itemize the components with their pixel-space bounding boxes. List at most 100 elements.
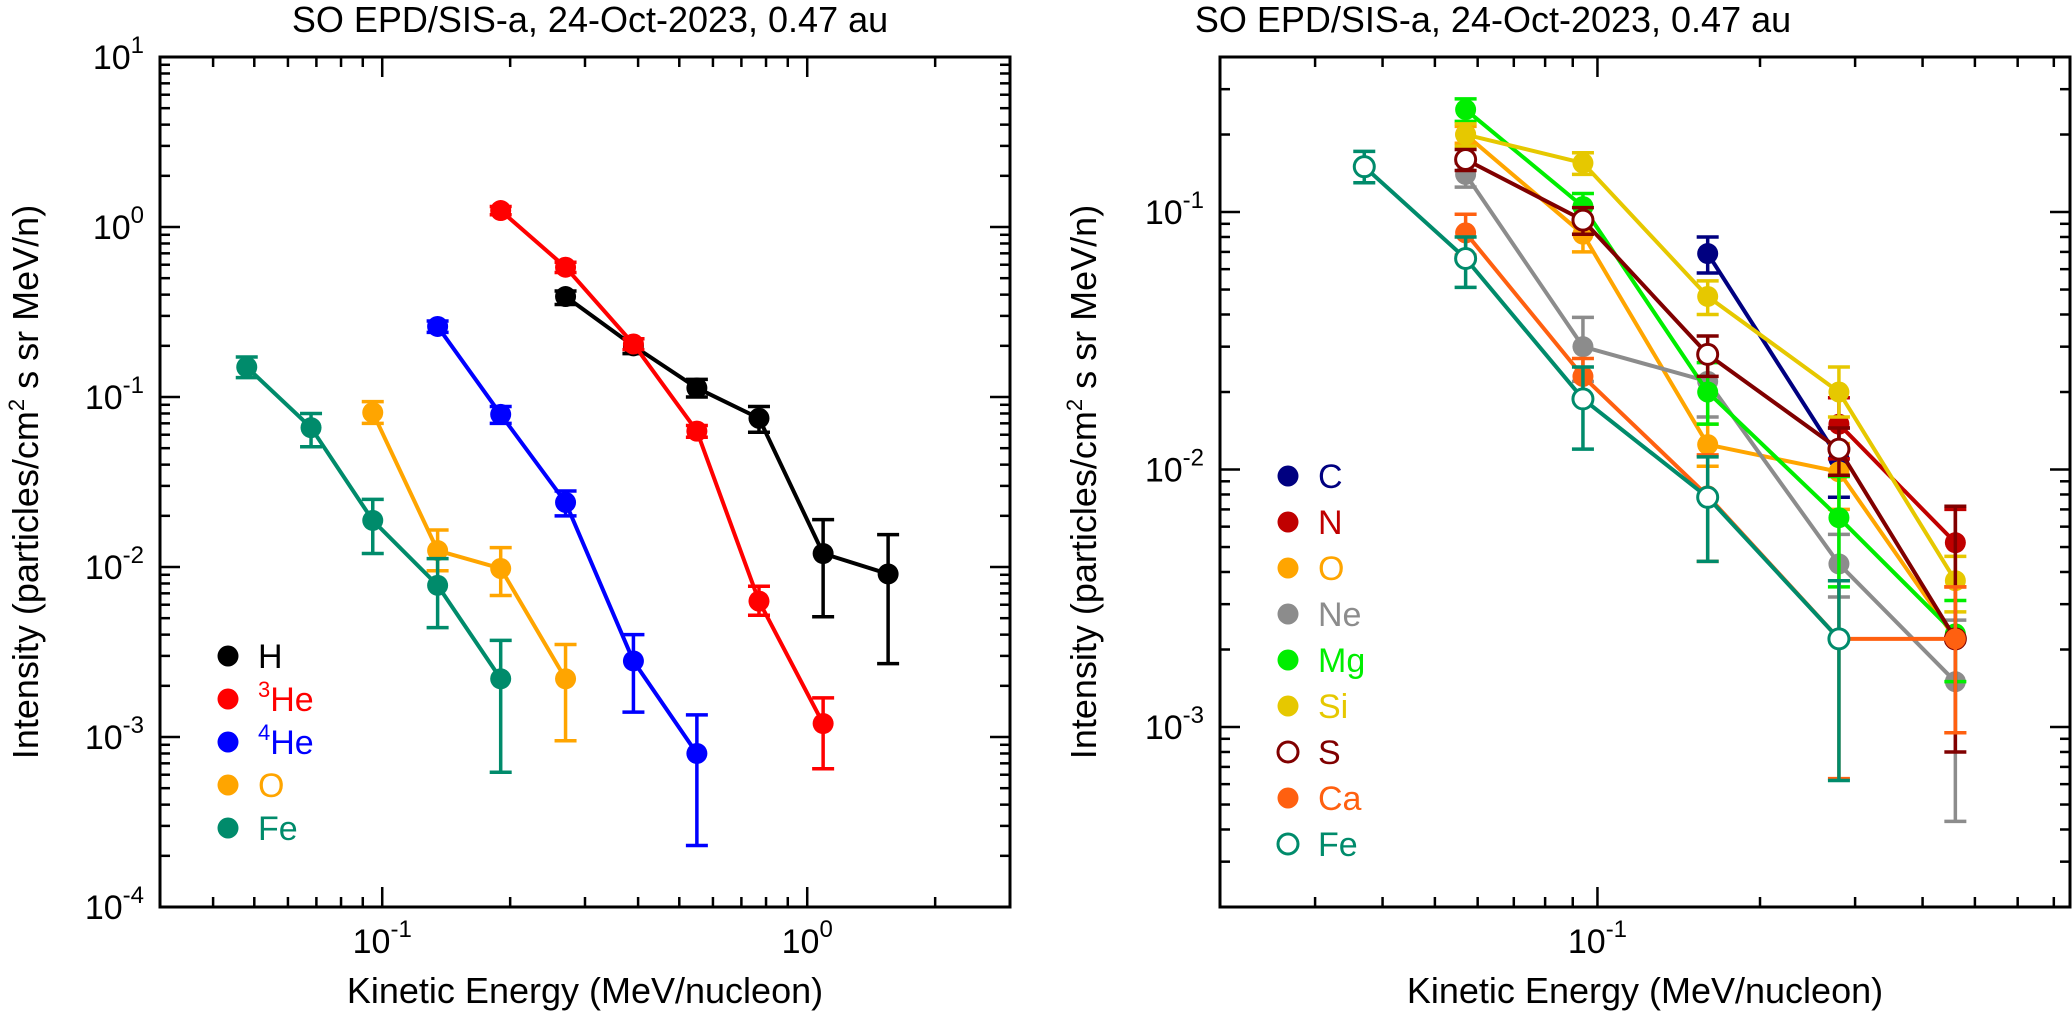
right-ticks: 10-1 10-3 10-2 10-1 (1145, 55, 2070, 961)
right-legend-item: Mg (1277, 642, 1365, 680)
left-legend-marker (217, 817, 239, 839)
right-legend-marker (1277, 465, 1299, 487)
left-series-line (499, 209, 825, 725)
left-series-h (554, 286, 900, 666)
left-data-point (555, 256, 577, 278)
right-data-point (1455, 124, 1477, 146)
left-series-line (564, 294, 889, 576)
right-data-point (1697, 381, 1719, 403)
left-plot-frame (158, 55, 1012, 909)
left-series-o (361, 399, 577, 743)
right-y-tick-label: 10-2 (1145, 445, 1204, 490)
right-data-point (1696, 342, 1720, 366)
right-data-point (1827, 627, 1851, 651)
left-data-point (622, 650, 644, 672)
right-y-tick-label: 10-1 (1145, 187, 1204, 232)
right-series-line (1705, 252, 1841, 460)
right-data-point (1572, 336, 1594, 358)
right-x-axis-label: Kinetic Energy (MeV/nucleon) (1407, 970, 1883, 1011)
left-data-point (300, 417, 322, 439)
right-legend: CNO Ne Mg Si S Ca Fe (1276, 458, 1365, 864)
left-data-point (748, 407, 770, 429)
right-legend-marker (1276, 832, 1300, 856)
left-x-tick-label: 10-1 (353, 916, 412, 961)
right-legend-marker (1277, 603, 1299, 625)
left-legend-item: Fe (217, 810, 298, 848)
right-series-fe (1352, 149, 1851, 783)
left-legend-label: 4He (258, 720, 314, 762)
right-series-o (1454, 124, 1967, 735)
right-data-point (1455, 99, 1477, 121)
left-legend-item: 4He (217, 720, 314, 762)
left-data-point (427, 540, 449, 562)
left-y-axis-label-rest: s sr MeV/n) (5, 205, 46, 399)
right-marks (1352, 97, 1967, 824)
left-data-point (427, 574, 449, 596)
right-legend-label: Si (1318, 688, 1348, 726)
right-legend-item: Fe (1276, 826, 1358, 864)
right-legend-item: C (1277, 458, 1343, 496)
left-legend-item: 3He (217, 677, 314, 719)
right-legend-label: N (1318, 504, 1343, 542)
right-data-point (1572, 152, 1594, 174)
left-series-line (370, 411, 568, 680)
left-y-tick-label: 10-4 (85, 882, 144, 927)
left-x-axis-label: Kinetic Energy (MeV/nucleon) (347, 970, 823, 1011)
right-legend-marker (1277, 557, 1299, 579)
left-data-point (748, 590, 770, 612)
right-legend-marker (1277, 511, 1299, 533)
left-legend-item: H (217, 638, 283, 676)
left-y-tick-label: 10-3 (85, 712, 144, 757)
left-data-point (686, 742, 708, 764)
right-legend-item: Ne (1277, 596, 1361, 634)
right-data-point (1697, 243, 1719, 265)
left-data-point (877, 563, 899, 585)
left-data-point (490, 200, 512, 222)
left-data-point (236, 356, 258, 378)
left-series-he-3 (489, 200, 835, 771)
left-legend-marker (217, 731, 239, 753)
left-data-point (490, 668, 512, 690)
right-legend-label: O (1318, 550, 1344, 588)
left-data-point (555, 286, 577, 308)
left-y-tick-label: 100 (93, 202, 144, 247)
right-data-point (1571, 387, 1595, 411)
right-series-mg (1454, 97, 1967, 684)
right-series-si (1454, 122, 1967, 614)
left-legend-label: O (258, 767, 284, 805)
left-series-fe (235, 355, 512, 775)
right-data-point (1827, 437, 1851, 461)
left-legend-label: 3He (258, 677, 314, 719)
left-data-point (812, 543, 834, 565)
left-series-he-4 (426, 315, 708, 848)
right-legend-label: S (1318, 734, 1341, 772)
right-y-axis-label-rest: s sr MeV/n) (1063, 205, 1104, 399)
left-data-point (490, 403, 512, 425)
left-data-point (555, 668, 577, 690)
left-y-axis-label: Intensity (particles/cm2 s sr MeV/n) (4, 205, 46, 759)
right-legend-label: Ca (1318, 780, 1362, 818)
left-data-point (362, 402, 384, 424)
left-legend-label: Fe (258, 810, 298, 848)
right-legend-marker (1277, 649, 1299, 671)
right-y-tick-label: 10-3 (1145, 702, 1204, 747)
right-chart-title: SO EPD/SIS-a, 24-Oct-2023, 0.47 au (1195, 0, 1791, 40)
left-legend-label: H (258, 638, 283, 676)
left-x-tick-label: 100 (782, 916, 833, 961)
right-y-axis-label-main: Intensity (particles/cm (1063, 411, 1104, 759)
right-legend-item: S (1276, 734, 1341, 772)
right-legend-label: Fe (1318, 826, 1358, 864)
right-panel: SO EPD/SIS-a, 24-Oct-2023, 0.47 au 10-1 1… (1062, 0, 2072, 1011)
right-data-point (1944, 628, 1966, 650)
left-data-point (427, 315, 449, 337)
left-data-point (622, 333, 644, 355)
left-y-axis-label-sup: 2 (4, 399, 29, 411)
left-legend-marker (217, 688, 239, 710)
left-data-point (686, 420, 708, 442)
right-legend-item: Ca (1277, 780, 1362, 818)
right-data-point (1697, 434, 1719, 456)
left-data-point (555, 491, 577, 513)
left-legend-marker (217, 645, 239, 667)
